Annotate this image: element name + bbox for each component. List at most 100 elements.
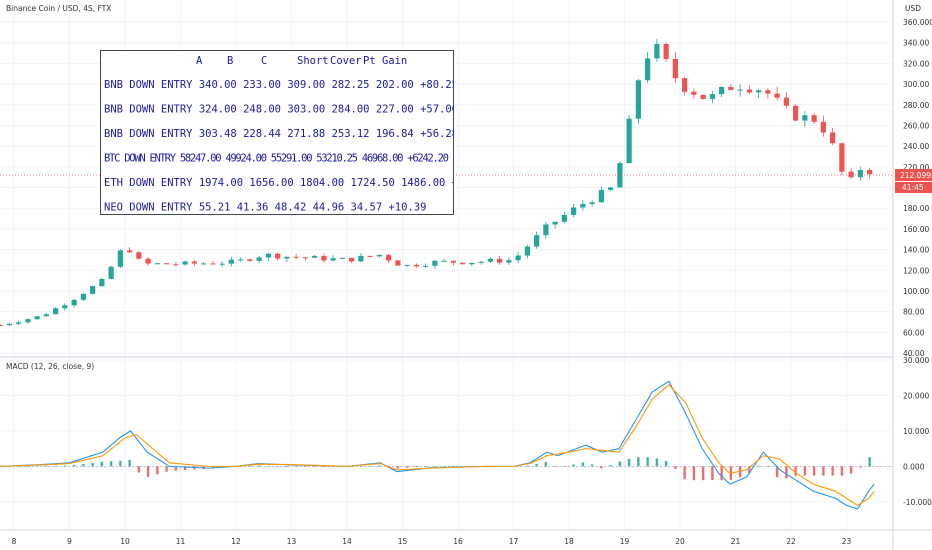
- candle-body: [293, 256, 299, 258]
- macd-histogram-bar: [812, 466, 816, 476]
- candle-body: [53, 308, 59, 315]
- macd-histogram-bar: [849, 466, 853, 474]
- price-tick-label: 340.00: [903, 39, 929, 48]
- macd-histogram-bar: [646, 457, 649, 467]
- candle-body: [672, 59, 678, 79]
- candle-body: [386, 254, 392, 261]
- price-tick-label: 160.00: [903, 225, 929, 234]
- price-tick-label: 180.00: [903, 204, 929, 213]
- macd-histogram-bar: [109, 461, 113, 467]
- time-tick-label: 17: [509, 537, 519, 546]
- macd-tick-label: 30.000: [903, 356, 929, 365]
- candle-body: [404, 264, 410, 266]
- trade-table-header-cell: Cover: [330, 55, 362, 67]
- candle-body: [774, 93, 780, 98]
- macd-tick-label: 10.000: [903, 427, 929, 436]
- price-tick-label: 280.00: [903, 101, 929, 110]
- candle-body: [617, 163, 623, 188]
- trade-table-rows: BNB DOWN ENTRY 340.00 233.00 309.00 282.…: [104, 79, 496, 214]
- candle-body: [635, 80, 641, 119]
- macd-histogram-bar: [766, 466, 770, 467]
- time-tick-label: 12: [231, 537, 241, 546]
- candle-body: [312, 255, 318, 258]
- macd-histogram-bar: [757, 465, 760, 467]
- candle-body: [367, 255, 373, 257]
- macd-histogram-bar: [822, 466, 825, 476]
- candle-body: [580, 204, 586, 208]
- candle-body: [857, 170, 863, 178]
- macd-histogram-bar: [637, 457, 640, 467]
- candle-body: [173, 264, 179, 266]
- price-tick-label: 140.00: [903, 246, 929, 255]
- macd-histogram-bar: [82, 463, 85, 467]
- price-tick-label: 360.000: [903, 18, 932, 27]
- price-tick-label: 100.00: [903, 287, 929, 296]
- candle-body: [746, 89, 752, 93]
- price-tick-label: 220.00: [903, 163, 929, 172]
- macd-histogram-bar: [618, 461, 622, 467]
- macd-histogram-bar: [563, 466, 566, 467]
- candle-body: [238, 259, 244, 261]
- candle-body: [136, 252, 142, 259]
- candle-body: [182, 261, 188, 265]
- candle-body: [645, 58, 651, 81]
- macd-histogram-bar: [304, 466, 307, 467]
- macd-histogram-bar: [711, 466, 714, 481]
- candle-body: [469, 262, 475, 265]
- macd-tick-label: 0.000: [903, 462, 925, 471]
- candle-body: [654, 43, 660, 59]
- trade-table-header-cell: C: [261, 55, 267, 67]
- candle-body: [99, 278, 105, 287]
- macd-histogram-bar: [119, 460, 122, 467]
- macd-histogram-bar: [720, 466, 723, 481]
- macd-histogram-bar: [572, 464, 575, 467]
- macd-histogram-bar: [17, 466, 20, 467]
- macd-histogram-bar: [137, 466, 141, 473]
- candle-body: [552, 221, 558, 225]
- candle-body: [191, 261, 197, 264]
- candle-body: [737, 89, 743, 91]
- candle-body: [571, 207, 577, 215]
- macd-histogram-bar: [248, 465, 252, 467]
- candle-body: [210, 263, 216, 265]
- time-tick-label: 23: [842, 537, 852, 546]
- macd-histogram-bar: [831, 466, 834, 476]
- candle-body: [608, 187, 614, 190]
- macd-histogram-bar: [396, 466, 400, 469]
- macd-histogram-bar: [655, 458, 659, 467]
- candle-body: [830, 132, 836, 144]
- trade-table-row: BNB DOWN ENTRY 324.00 248.00 303.00 284.…: [104, 104, 453, 116]
- macd-histogram-bar: [433, 465, 437, 467]
- macd-histogram-bar: [128, 459, 131, 467]
- time-tick-label: 8: [12, 537, 17, 546]
- trade-table-header-cell: B: [227, 55, 233, 67]
- time-tick-label: 9: [67, 537, 72, 546]
- candle-body: [0, 325, 3, 327]
- candle-body: [848, 171, 854, 178]
- macd-series-line: [0, 384, 875, 507]
- trade-table-header-cell: Short: [297, 55, 329, 67]
- candle-body: [543, 224, 549, 236]
- candle-body: [154, 263, 160, 265]
- price-tick-label: 60.00: [903, 328, 925, 337]
- macd-histogram-bar: [600, 466, 603, 469]
- macd-lines: [0, 380, 875, 510]
- macd-histogram-bar: [868, 457, 871, 467]
- price-tick-label: 320.00: [903, 59, 929, 68]
- macd-histogram-bar: [368, 465, 372, 467]
- candle-body: [700, 94, 706, 100]
- candle-body: [34, 316, 40, 320]
- macd-histogram-bar: [452, 466, 455, 467]
- macd-histogram-bar: [378, 465, 381, 467]
- candle-body: [330, 258, 336, 261]
- candle-body: [682, 78, 688, 92]
- macd-histogram-bar: [276, 466, 279, 467]
- price-tick-label: 120.00: [903, 266, 929, 275]
- time-tick-label: 20: [675, 537, 685, 546]
- macd-histogram-bar: [72, 464, 76, 467]
- candle-body: [793, 105, 799, 121]
- macd-histogram-bar: [701, 466, 705, 481]
- chart-title: Binance Coin / USD, 4S, FTX: [6, 4, 111, 13]
- candle-body: [62, 305, 68, 309]
- macd-histogram-bar: [322, 466, 326, 467]
